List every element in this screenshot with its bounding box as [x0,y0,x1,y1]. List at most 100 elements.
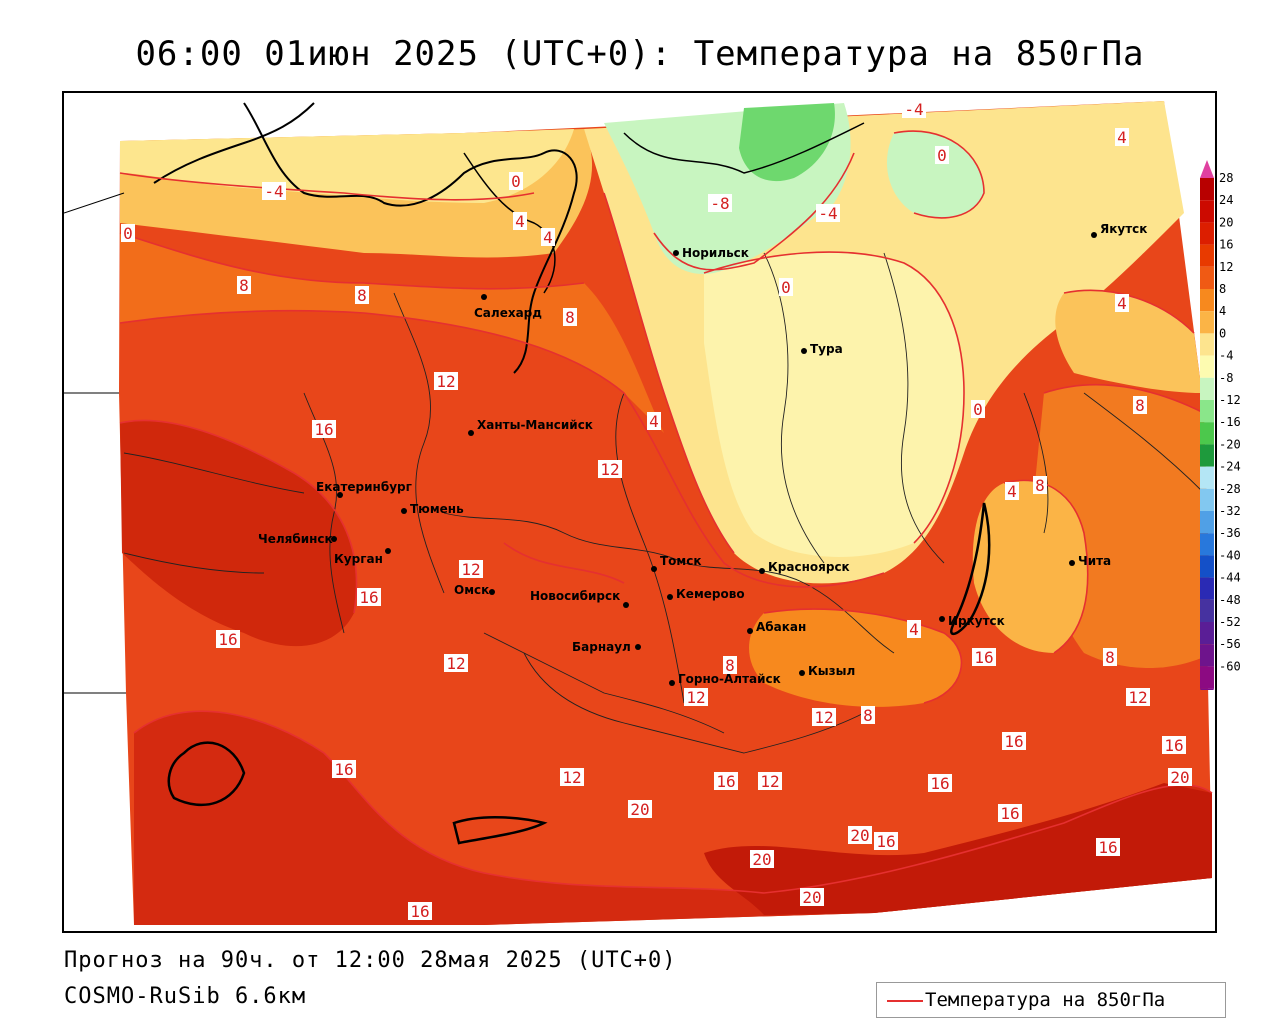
temperature-map: Норильск Якутск Салехард Тура Ханты-Манс… [62,91,1217,933]
scale-label: -56 [1219,637,1241,651]
svg-text:16: 16 [876,832,895,851]
temp-zone-4-central [704,252,964,557]
svg-text:16: 16 [410,902,429,921]
svg-text:12: 12 [686,688,705,707]
city-label: Екатеринбург [316,480,412,494]
isotherm-label: 0 [779,278,793,297]
city-norilsk: Норильск [673,246,749,260]
svg-text:8: 8 [1135,396,1145,415]
scale-swatch [1200,178,1214,201]
temp-zone-4-east [972,480,1088,653]
isotherm-label: 16 [312,420,336,439]
isotherm-label: 16 [998,804,1022,823]
isotherm-label: 20 [750,850,774,869]
svg-text:-4: -4 [904,100,923,119]
svg-text:16: 16 [1164,736,1183,755]
svg-text:8: 8 [863,706,873,725]
city-kemerovo: Кемерово [667,587,745,601]
isotherm-label: 4 [1115,128,1129,147]
svg-text:0: 0 [937,146,947,165]
city-omsk: Омск [454,583,495,597]
isotherm-label: 16 [1002,732,1026,751]
scale-label: -24 [1219,460,1241,474]
isotherm-label: 16 [1162,736,1186,755]
scale-swatch [1200,289,1214,312]
scale-label: 24 [1219,193,1233,207]
isotherm-label: 8 [237,276,251,295]
svg-text:16: 16 [334,760,353,779]
svg-text:8: 8 [239,276,249,295]
scale-swatch [1200,222,1214,245]
city-label: Новосибирск [530,589,620,603]
svg-text:20: 20 [1170,768,1189,787]
svg-text:12: 12 [760,772,779,791]
city-label: Абакан [756,620,806,634]
city-tyumen: Тюмень [401,502,464,516]
scale-label: -36 [1219,526,1241,540]
svg-text:12: 12 [1128,688,1147,707]
svg-text:4: 4 [1117,128,1127,147]
svg-text:8: 8 [357,286,367,305]
isotherm-label: 8 [563,308,577,327]
scale-swatch [1200,622,1214,645]
map-title: 06:00 01июн 2025 (UTC+0): Температура на… [135,34,1145,74]
svg-text:4: 4 [1117,294,1127,313]
isotherm-label: 20 [628,800,652,819]
scale-label: -28 [1219,482,1241,496]
city-label: Томск [660,554,702,568]
temp-zone-minus4-northeast [886,131,984,218]
scale-label: 16 [1219,238,1233,252]
svg-text:16: 16 [359,588,378,607]
svg-text:12: 12 [461,560,480,579]
isotherm-label: 4 [513,212,527,231]
svg-text:16: 16 [1004,732,1023,751]
city-yekaterinburg: Екатеринбург [316,480,412,498]
svg-text:12: 12 [446,654,465,673]
city-kurgan: Курган [334,548,391,566]
isotherm-label: 16 [928,774,952,793]
scale-swatch [1200,311,1214,334]
svg-text:16: 16 [716,772,735,791]
city-label: Омск [454,583,489,597]
isotherm-label: 12 [812,708,836,727]
isotherm-label: 20 [848,826,872,845]
legend-line-swatch [887,1000,923,1002]
isotherm-label: 4 [907,620,921,639]
temp-zone-4-northeast [1055,290,1202,393]
isotherm-label: 12 [1126,688,1150,707]
city-yakutsk: Якутск [1091,222,1147,238]
svg-text:8: 8 [1035,476,1045,495]
scale-swatch [1200,666,1214,689]
scale-swatch [1200,488,1214,511]
svg-text:-4: -4 [264,182,283,201]
city-kyzyl: Кызыл [799,664,855,678]
svg-text:8: 8 [565,308,575,327]
city-label: Челябинск [258,532,333,546]
isotherm-label: 12 [444,654,468,673]
city-chita: Чита [1069,554,1111,568]
svg-text:4: 4 [909,620,919,639]
isotherm-label: 8 [1103,648,1117,667]
svg-text:0: 0 [781,278,791,297]
scale-label: -48 [1219,593,1241,607]
isotherm-label: 8 [355,286,369,305]
city-khanty-mansiysk: Ханты-Мансийск [468,418,593,436]
isotherm-label: -4 [262,182,286,201]
scale-swatch [1200,377,1214,400]
svg-text:4: 4 [543,228,553,247]
forecast-info: Прогноз на 90ч. от 12:00 28мая 2025 (UTC… [64,948,677,973]
isotherm-label: 8 [861,706,875,725]
svg-text:16: 16 [974,648,993,667]
city-label: Кемерово [676,587,745,601]
scale-swatch [1200,333,1214,356]
scale-label: -12 [1219,393,1241,407]
scale-swatch [1200,577,1214,600]
svg-text:20: 20 [752,850,771,869]
city-label: Ханты-Мансийск [477,418,593,432]
isotherm-label: 12 [598,460,622,479]
scale-swatch [1200,355,1214,378]
scale-label: -32 [1219,504,1241,518]
city-label: Норильск [682,246,749,260]
scale-label: 28 [1219,171,1233,185]
svg-text:8: 8 [725,656,735,675]
